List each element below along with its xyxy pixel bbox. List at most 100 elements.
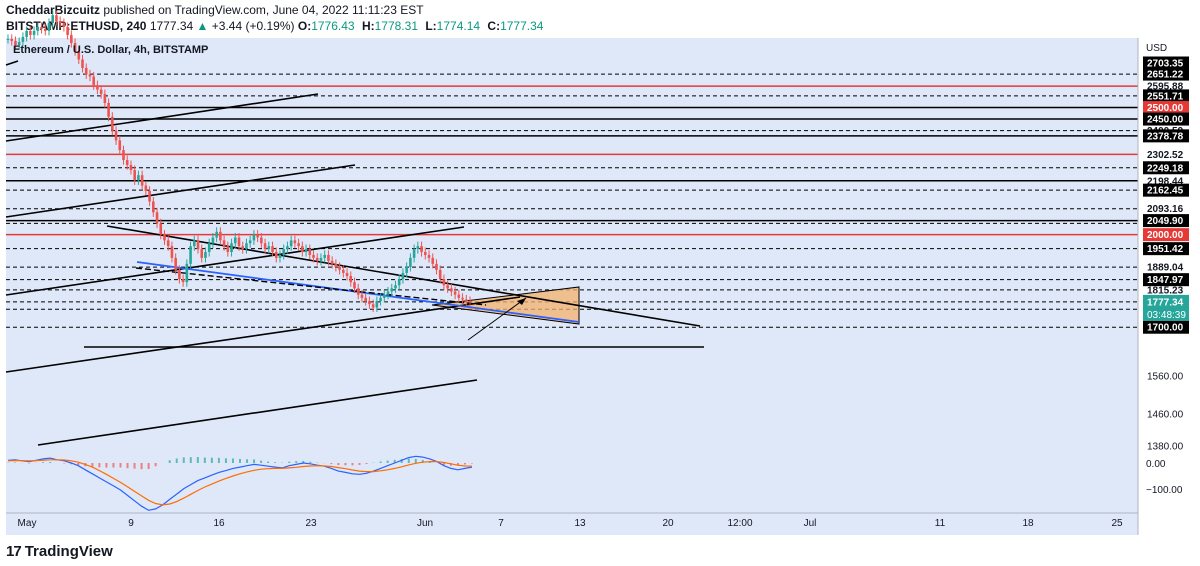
candle-body[interactable] [204,251,207,258]
candle-body[interactable] [21,36,25,42]
candle-body[interactable] [88,74,92,77]
candle-body[interactable] [137,175,140,181]
candle-body[interactable] [159,223,163,235]
trendline[interactable] [5,164,356,218]
candle-body[interactable] [412,249,416,258]
candle-body[interactable] [207,243,211,252]
candle-body[interactable] [148,190,151,202]
candle-body[interactable] [43,28,47,31]
candle-body[interactable] [301,246,304,252]
candle-body[interactable] [25,30,28,37]
candle-body[interactable] [118,140,122,151]
candle-body[interactable] [390,288,394,292]
candle-body[interactable] [267,246,271,250]
candle-body[interactable] [461,297,464,300]
candle-body[interactable] [457,294,461,298]
trendline[interactable] [5,296,521,373]
candle-body[interactable] [122,150,125,161]
candle-body[interactable] [77,51,81,60]
candle-body[interactable] [248,240,252,244]
candle-body[interactable] [10,38,14,41]
candle-body[interactable] [114,130,118,141]
candle-body[interactable] [189,246,192,264]
macd-signal-line[interactable] [7,459,473,506]
candle-body[interactable] [416,246,420,250]
candle-body[interactable] [219,231,222,241]
candle-body[interactable] [401,272,405,280]
candle-body[interactable] [14,40,17,46]
candle-body[interactable] [386,291,390,295]
candle-body[interactable] [55,15,58,22]
candle-body[interactable] [178,269,181,280]
macd-line[interactable] [7,455,473,511]
candle-body[interactable] [125,160,129,166]
candle-body[interactable] [66,26,69,35]
candle-body[interactable] [192,240,196,247]
candle-body[interactable] [323,254,326,258]
candle-body[interactable] [274,251,278,258]
candle-body[interactable] [222,240,226,247]
candle-body[interactable] [196,240,200,250]
candle-body[interactable] [185,263,189,283]
candle-body[interactable] [73,42,77,52]
candle-body[interactable] [297,243,300,247]
candle-body[interactable] [438,269,442,280]
candle-body[interactable] [442,279,446,286]
candle-body[interactable] [245,243,248,250]
candle-body[interactable] [96,85,99,90]
candle-body[interactable] [152,201,155,213]
candle-body[interactable] [308,249,312,255]
candle-body[interactable] [99,89,103,95]
candle-body[interactable] [211,237,215,244]
candle-body[interactable] [356,288,360,295]
dashed-trendline[interactable] [135,267,487,306]
candle-body[interactable] [51,15,55,24]
trendline[interactable] [5,60,19,66]
candle-body[interactable] [397,279,401,286]
candle-body[interactable] [252,234,256,241]
candle-body[interactable] [256,234,259,238]
candle-body[interactable] [375,301,379,308]
candle-body[interactable] [360,294,364,298]
candle-body[interactable] [453,291,457,295]
candle-body[interactable] [371,304,375,308]
candle-body[interactable] [111,116,114,131]
author-name[interactable]: CheddarBizcuitz [6,3,101,17]
trendline[interactable] [5,226,465,296]
candle-body[interactable] [6,38,10,40]
candle-body[interactable] [394,285,397,289]
candle-body[interactable] [450,288,453,292]
trendline[interactable] [5,93,319,142]
candle-body[interactable] [81,59,84,68]
candle-body[interactable] [338,266,341,270]
candle-body[interactable] [163,234,166,241]
candle-body[interactable] [353,282,356,289]
candle-body[interactable] [286,246,289,250]
candle-body[interactable] [200,249,204,258]
candle-body[interactable] [140,175,144,186]
candle-body[interactable] [181,279,185,283]
candle-body[interactable] [237,237,241,247]
candle-body[interactable] [170,246,174,258]
candle-body[interactable] [215,231,218,238]
candle-body[interactable] [47,23,51,31]
candle-body[interactable] [364,297,367,302]
candle-body[interactable] [349,275,353,283]
candle-body[interactable] [144,185,148,191]
candle-body[interactable] [420,246,423,252]
candle-body[interactable] [464,299,468,302]
candle-body[interactable] [70,34,73,43]
candle-body[interactable] [315,257,319,261]
candle-body[interactable] [423,251,427,255]
candle-body[interactable] [327,254,330,261]
candle-body[interactable] [312,254,315,258]
candle-body[interactable] [345,272,349,276]
candle-body[interactable] [435,263,438,270]
candle-body[interactable] [40,26,43,29]
candle-body[interactable] [293,240,297,244]
candle-body[interactable] [446,285,449,289]
candle-body[interactable] [271,246,274,252]
candle-body[interactable] [58,21,62,24]
candle-body[interactable] [368,301,371,305]
